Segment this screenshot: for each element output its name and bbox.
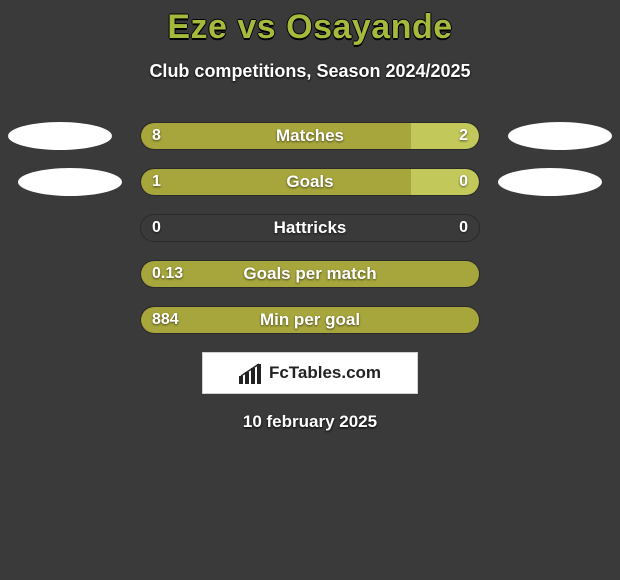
stat-row: Hattricks0 0 bbox=[0, 214, 620, 242]
date-line: 10 february 2025 bbox=[0, 412, 620, 432]
stat-value-left: 8 bbox=[152, 122, 161, 150]
logo-text: FcTables.com bbox=[269, 363, 381, 383]
stat-label: Hattricks bbox=[140, 214, 480, 242]
stat-value-left: 0 bbox=[152, 214, 161, 242]
stat-row: Goals1 0 bbox=[0, 168, 620, 196]
comparison-chart: Matches82Goals10Hattricks00Goals per mat… bbox=[0, 122, 620, 334]
stat-row: Min per goal884 bbox=[0, 306, 620, 334]
stat-label: Goals bbox=[140, 168, 480, 196]
stat-row: Matches8 2 bbox=[0, 122, 620, 150]
subtitle: Club competitions, Season 2024/2025 bbox=[0, 61, 620, 82]
stat-value-left: 884 bbox=[152, 306, 179, 334]
stat-value-right: 2 bbox=[459, 122, 468, 150]
stat-label: Min per goal bbox=[140, 306, 480, 334]
stat-value-left: 1 bbox=[152, 168, 161, 196]
stat-value-left: 0.13 bbox=[152, 260, 183, 288]
stat-label: Goals per match bbox=[140, 260, 480, 288]
logo-badge[interactable]: FcTables.com bbox=[202, 352, 418, 394]
bars-icon bbox=[239, 362, 265, 384]
stat-label: Matches bbox=[140, 122, 480, 150]
page-title: Eze vs Osayande bbox=[0, 0, 620, 47]
stat-value-right: 0 bbox=[459, 214, 468, 242]
stat-value-right: 0 bbox=[459, 168, 468, 196]
stat-row: Goals per match0.13 bbox=[0, 260, 620, 288]
